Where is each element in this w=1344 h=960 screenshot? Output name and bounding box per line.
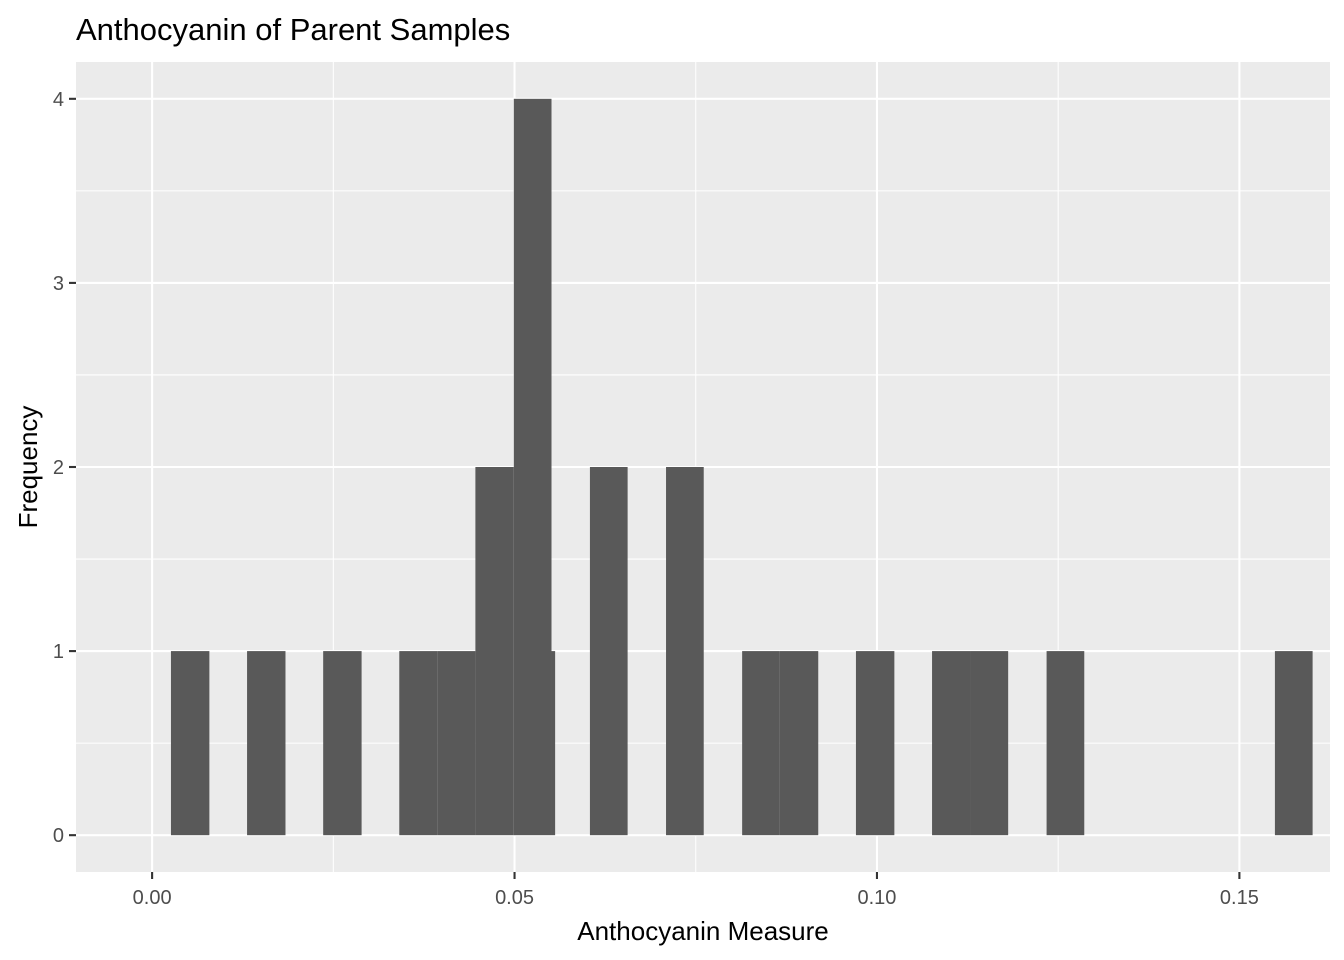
y-axis-title: Frequency (13, 406, 43, 529)
x-axis-title: Anthocyanin Measure (577, 916, 828, 946)
histogram-bar (742, 651, 780, 836)
x-tick-label: 0.05 (495, 887, 534, 909)
histogram-bar (437, 651, 476, 836)
y-axis: 0 1 2 3 4 (53, 89, 76, 847)
histogram-bar (855, 651, 895, 836)
x-axis: 0.00 0.05 0.10 0.15 (133, 872, 1259, 909)
histogram-bar (779, 651, 819, 836)
histogram-bar (666, 467, 704, 836)
x-tick-label: 0.00 (133, 887, 172, 909)
x-tick-label: 0.10 (857, 887, 896, 909)
histogram-bar (932, 651, 971, 836)
y-tick-label: 2 (53, 457, 64, 479)
histogram-bar (399, 651, 438, 836)
histogram-bar (323, 651, 362, 836)
histogram-bar (551, 651, 556, 836)
y-tick-label: 3 (53, 273, 64, 295)
y-tick-label: 4 (53, 89, 64, 111)
histogram-bar (589, 467, 628, 836)
histogram-bar (513, 98, 552, 836)
histogram-bar (247, 651, 286, 836)
y-tick-label: 1 (53, 641, 64, 663)
histogram-bars (170, 98, 1313, 836)
histogram-bar (1274, 651, 1313, 836)
histogram-bar (475, 467, 514, 836)
chart-title: Anthocyanin of Parent Samples (76, 12, 510, 47)
y-tick-label: 0 (53, 825, 64, 847)
histogram-bar (970, 651, 1009, 836)
histogram-bar (1046, 651, 1085, 836)
x-tick-label: 0.15 (1220, 887, 1259, 909)
histogram-bar (170, 651, 210, 836)
